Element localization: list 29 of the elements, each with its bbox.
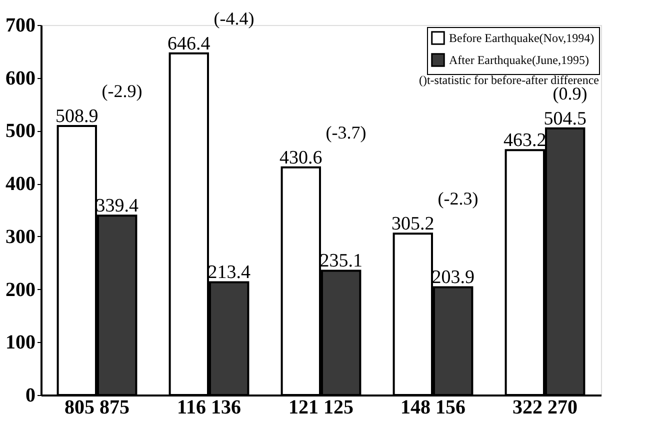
data-label: 213.4 [208,262,251,284]
y-tick-label: 300 [6,226,36,248]
data-label: 646.4 [168,33,211,54]
data-label: 203.9 [432,267,474,288]
data-label: 339.4 [96,196,139,217]
data-label: 504.5 [544,108,586,130]
x-tick-label: 116 136 [177,396,241,418]
y-tick-label: 500 [6,120,36,142]
data-label: 508.9 [56,106,98,128]
y-tick-label: 0 [26,384,36,406]
legend-label: Before Earthquake(Nov,1994) [449,31,594,45]
legend-label: After Earthquake(June,1995) [449,53,589,67]
annotation: (-2.3) [438,188,478,209]
x-tick-label: 805 875 [64,396,130,418]
data-label: 430.6 [280,147,322,168]
annotation: (-2.9) [102,81,142,102]
y-tick-label: 600 [6,67,36,90]
data-label: 463.2 [504,130,546,152]
x-tick-label: 121 125 [288,396,354,418]
y-tick-label: 700 [6,14,36,36]
x-tick-label: 322 270 [512,396,578,418]
x-tick-label: 148 156 [400,396,466,418]
annotation: (-4.4) [214,8,254,28]
y-tick-label: 400 [6,173,36,196]
annotation: (-3.7) [326,122,366,142]
y-tick-label: 100 [6,332,36,354]
y-tick-label: 200 [6,278,36,301]
data-label: 305.2 [392,214,434,235]
data-label: 235.1 [320,250,362,272]
